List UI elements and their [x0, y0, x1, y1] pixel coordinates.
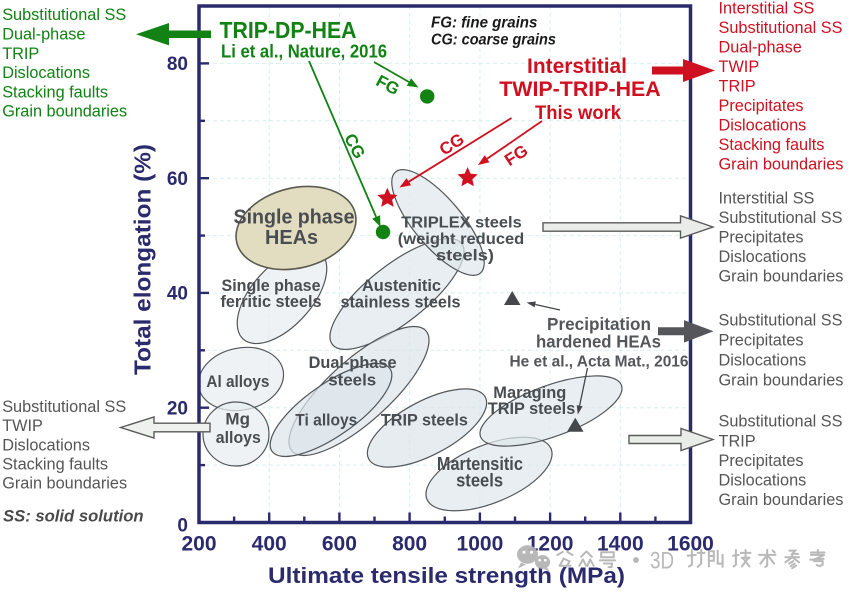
svg-text:steels): steels)	[436, 248, 494, 265]
svg-text:0: 0	[177, 515, 188, 536]
svg-text:Al alloys: Al alloys	[206, 372, 269, 391]
svg-text:1000: 1000	[457, 533, 504, 556]
svg-text:600: 600	[322, 533, 357, 556]
svg-text:Dislocations: Dislocations	[719, 248, 807, 266]
svg-text:Grain boundaries: Grain boundaries	[2, 103, 127, 121]
svg-text:800: 800	[392, 533, 427, 556]
svg-text:3D: 3D	[650, 548, 674, 575]
svg-text:Single phase: Single phase	[234, 206, 355, 229]
svg-text:TRIP: TRIP	[719, 78, 756, 96]
svg-text:Substitutional SS: Substitutional SS	[2, 6, 126, 24]
svg-text:TRIP: TRIP	[719, 432, 756, 450]
svg-text:TRIP: TRIP	[2, 45, 39, 63]
svg-text:Austenitic: Austenitic	[362, 276, 441, 295]
svg-text:Grain boundaries: Grain boundaries	[719, 372, 844, 390]
svg-text:Dislocations: Dislocations	[719, 117, 807, 135]
svg-text:ferritic steels: ferritic steels	[221, 292, 322, 311]
svg-text:Precipitates: Precipitates	[719, 332, 804, 350]
svg-text:alloys: alloys	[216, 428, 261, 447]
svg-text:Substitutional SS: Substitutional SS	[719, 413, 843, 431]
svg-text:Interstitial SS: Interstitial SS	[719, 0, 815, 18]
svg-text:TRIPLEX steels: TRIPLEX steels	[401, 215, 522, 232]
svg-text:Precipitates: Precipitates	[719, 452, 804, 470]
svg-text:1200: 1200	[527, 533, 574, 556]
svg-text:Interstitial: Interstitial	[527, 55, 627, 78]
svg-text:Martensitic: Martensitic	[437, 454, 523, 474]
svg-text:Grain boundaries: Grain boundaries	[719, 491, 844, 509]
svg-text:60: 60	[167, 169, 188, 190]
svg-text:400: 400	[252, 533, 287, 556]
svg-text:Grain boundaries: Grain boundaries	[719, 268, 844, 286]
svg-text:Grain boundaries: Grain boundaries	[719, 156, 844, 174]
svg-text:TRIP-DP-HEA: TRIP-DP-HEA	[220, 17, 357, 43]
svg-text:Li et al., Nature, 2016: Li et al., Nature, 2016	[221, 42, 387, 62]
svg-text:stainless steels: stainless steels	[341, 293, 461, 312]
svg-text:Mg: Mg	[225, 410, 250, 429]
svg-text:1600: 1600	[667, 533, 714, 556]
svg-text:TWIP: TWIP	[719, 58, 760, 76]
svg-text:Dislocations: Dislocations	[2, 64, 90, 82]
svg-text:Maraging: Maraging	[493, 383, 566, 402]
svg-text:Single phase: Single phase	[222, 276, 321, 295]
svg-text:This work: This work	[535, 103, 621, 124]
svg-text:He et al., Acta Mat., 2016: He et al., Acta Mat., 2016	[510, 353, 689, 370]
svg-text:steels: steels	[456, 471, 503, 491]
svg-text:200: 200	[181, 533, 216, 556]
svg-text:Precipitates: Precipitates	[719, 229, 804, 247]
svg-text:Dual-phase: Dual-phase	[2, 26, 85, 44]
svg-text:Dual-phase: Dual-phase	[309, 353, 397, 372]
svg-text:Precipitation: Precipitation	[547, 314, 651, 334]
svg-text:Dislocations: Dislocations	[719, 352, 807, 370]
svg-text:HEAs: HEAs	[265, 226, 318, 249]
svg-text:TWIP: TWIP	[2, 417, 43, 435]
svg-text:Dislocations: Dislocations	[719, 472, 807, 490]
svg-text:(weight reduced: (weight reduced	[398, 231, 525, 248]
svg-text:hardened HEAs: hardened HEAs	[536, 331, 661, 351]
svg-text:Ultimate tensile strength (MPa: Ultimate tensile strength (MPa)	[268, 563, 625, 588]
svg-text:Stacking faults: Stacking faults	[719, 136, 825, 154]
svg-text:Precipitates: Precipitates	[719, 97, 804, 115]
svg-text:FG: fine grains: FG: fine grains	[431, 14, 537, 31]
svg-text:Stacking faults: Stacking faults	[2, 83, 108, 101]
svg-text:TRIP steels: TRIP steels	[488, 399, 576, 418]
svg-text:TWIP-TRIP-HEA: TWIP-TRIP-HEA	[499, 77, 661, 101]
svg-text:Substitutional SS: Substitutional SS	[2, 398, 126, 416]
svg-text:CG: coarse grains: CG: coarse grains	[431, 31, 556, 48]
svg-text:Substitutional SS: Substitutional SS	[719, 312, 843, 330]
svg-text:Grain boundaries: Grain boundaries	[2, 475, 127, 493]
svg-text:Total elongation (%): Total elongation (%)	[130, 144, 156, 375]
svg-text:1400: 1400	[597, 533, 644, 556]
svg-text:TRIP steels: TRIP steels	[381, 411, 468, 430]
svg-text:steels: steels	[328, 370, 376, 389]
svg-text:Ti alloys: Ti alloys	[295, 410, 357, 429]
svg-text:Dislocations: Dislocations	[2, 436, 90, 454]
svg-text:Dual-phase: Dual-phase	[719, 39, 802, 57]
svg-text:20: 20	[167, 399, 188, 420]
svg-text:Stacking faults: Stacking faults	[2, 456, 108, 474]
svg-text:80: 80	[167, 54, 188, 75]
svg-text:Substitutional SS: Substitutional SS	[719, 19, 843, 37]
svg-text:Interstitial SS: Interstitial SS	[719, 190, 815, 208]
svg-text:Substitutional SS: Substitutional SS	[719, 209, 843, 227]
svg-text:40: 40	[167, 284, 188, 305]
svg-text:SS: solid solution: SS: solid solution	[3, 507, 144, 526]
